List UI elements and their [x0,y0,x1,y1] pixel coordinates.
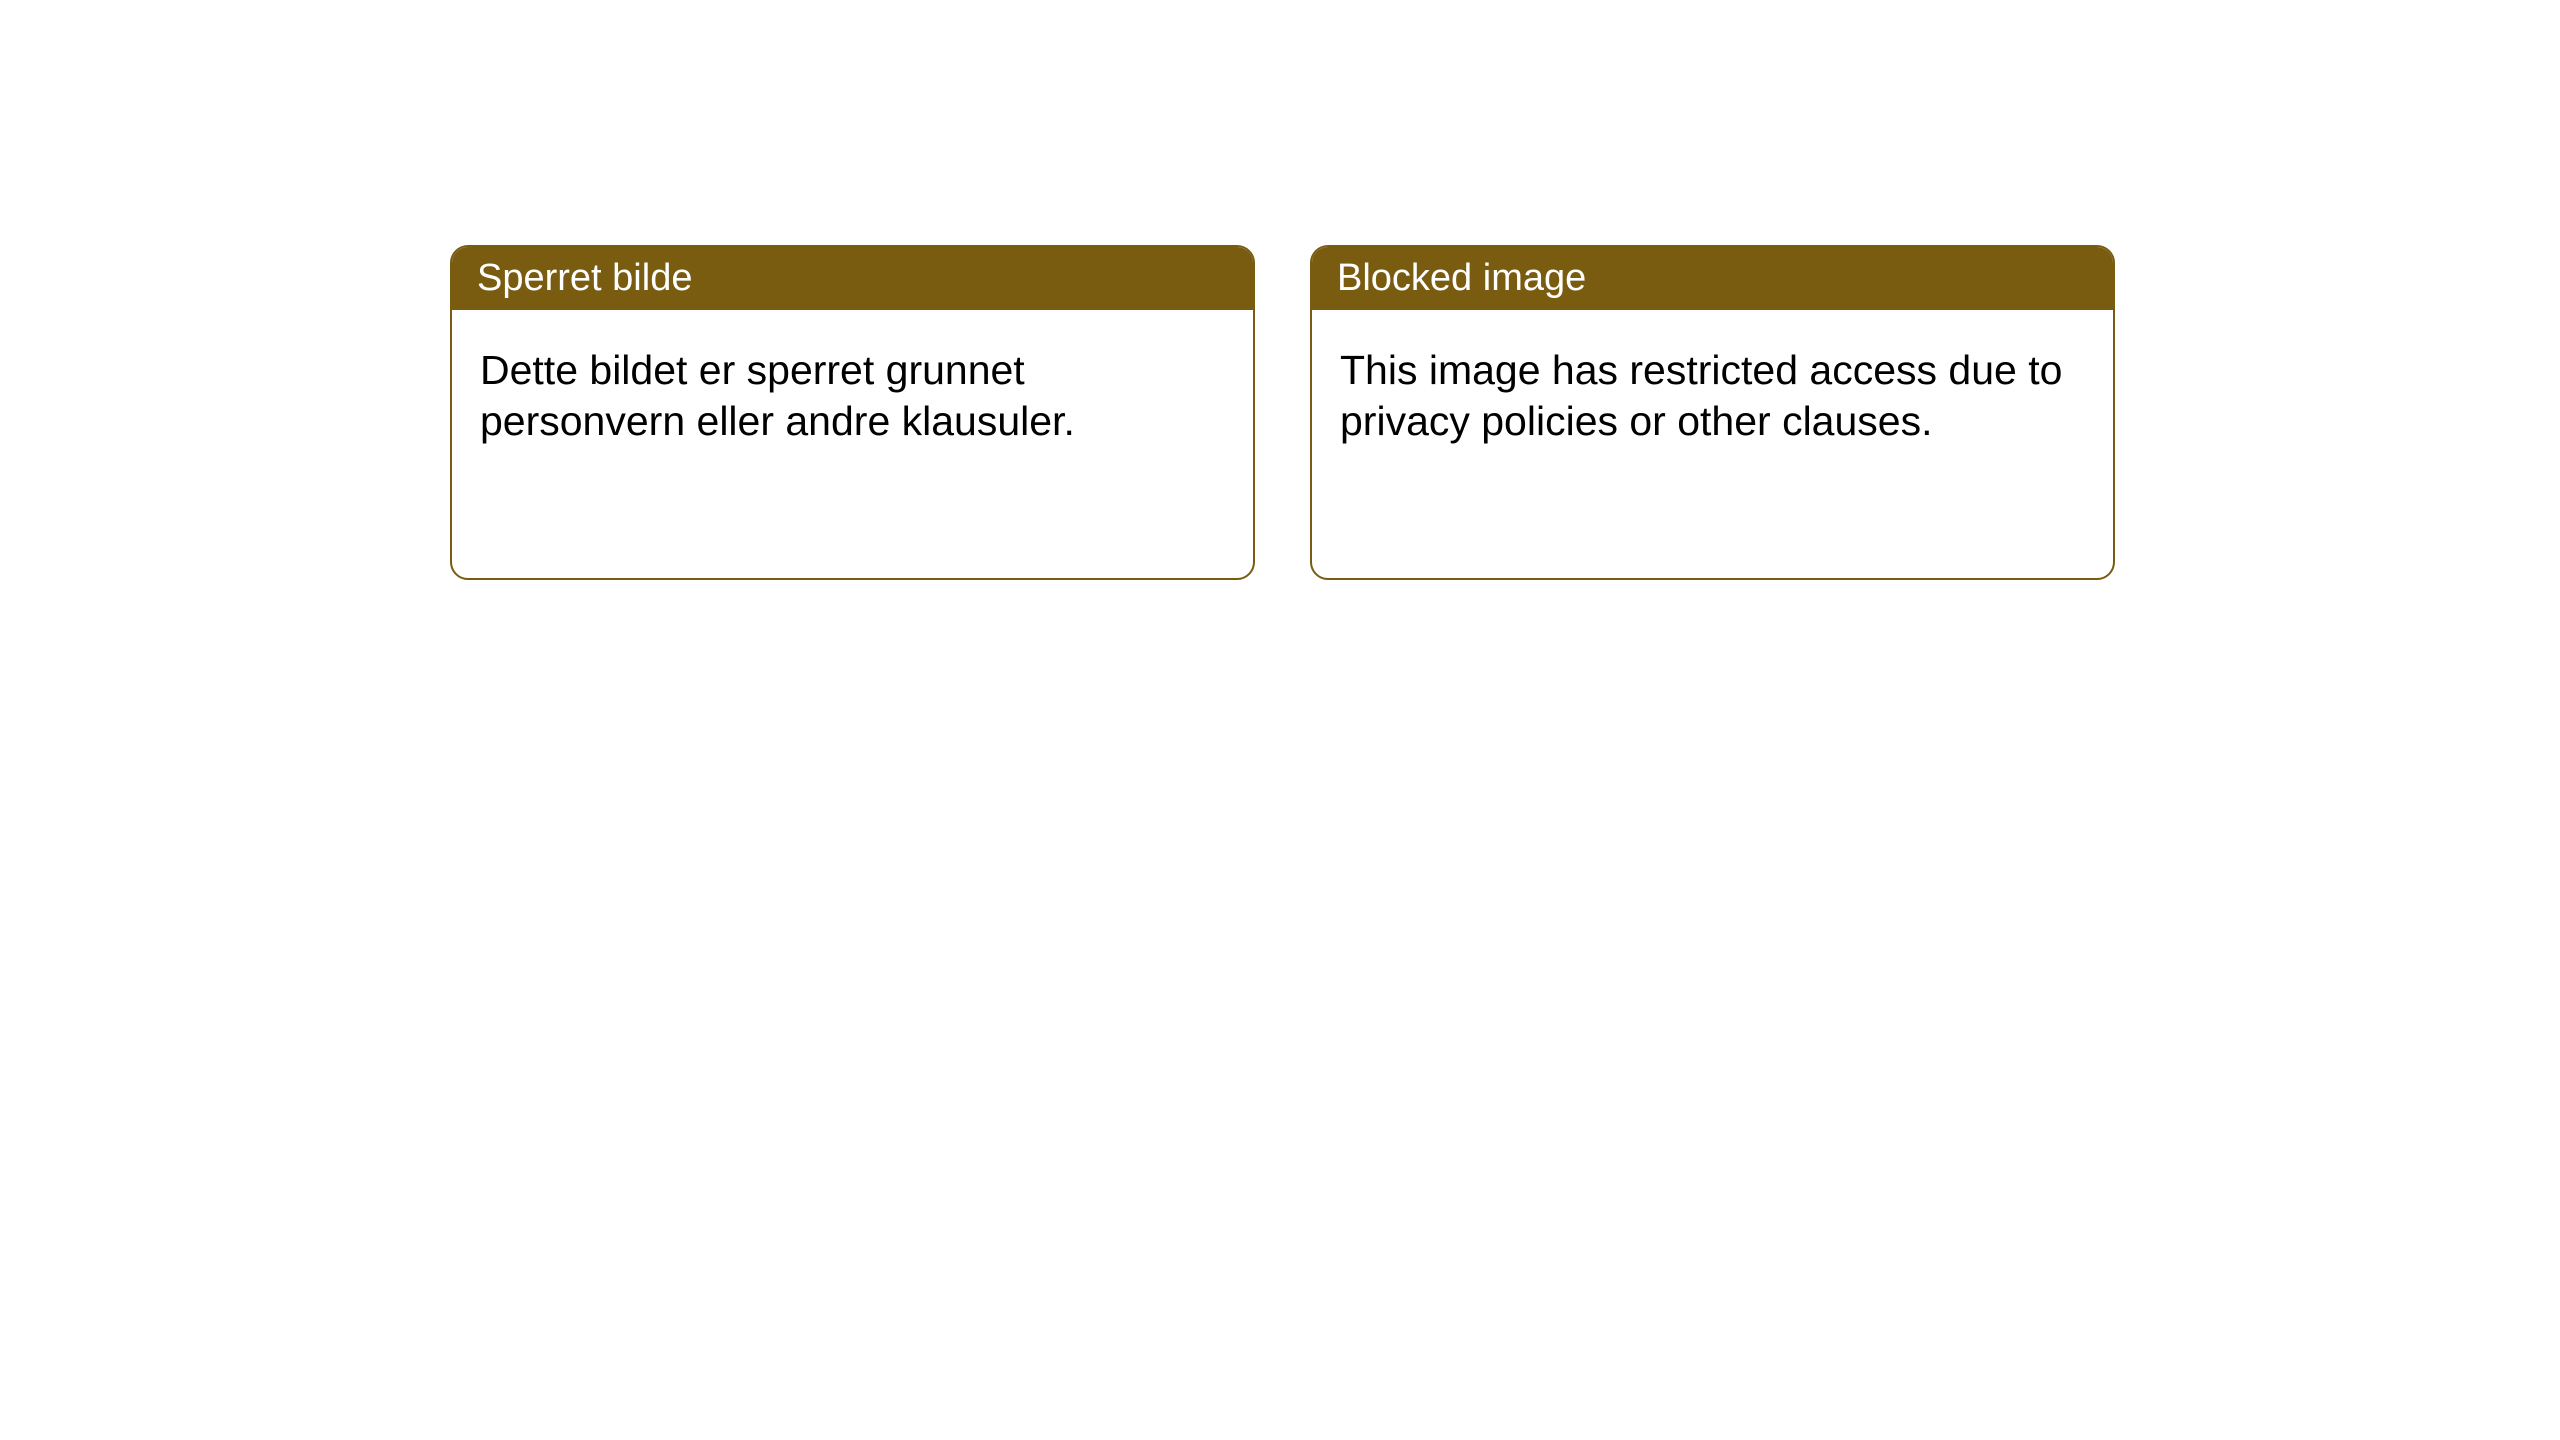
card-header-norwegian: Sperret bilde [452,247,1253,310]
notice-cards-container: Sperret bilde Dette bildet er sperret gr… [450,245,2560,580]
card-body-norwegian: Dette bildet er sperret grunnet personve… [452,310,1253,483]
notice-card-english: Blocked image This image has restricted … [1310,245,2115,580]
card-body-text-english: This image has restricted access due to … [1340,347,2062,444]
card-title-english: Blocked image [1337,257,1586,299]
card-title-norwegian: Sperret bilde [477,257,692,299]
card-body-text-norwegian: Dette bildet er sperret grunnet personve… [480,347,1075,444]
card-body-english: This image has restricted access due to … [1312,310,2113,483]
card-header-english: Blocked image [1312,247,2113,310]
notice-card-norwegian: Sperret bilde Dette bildet er sperret gr… [450,245,1255,580]
